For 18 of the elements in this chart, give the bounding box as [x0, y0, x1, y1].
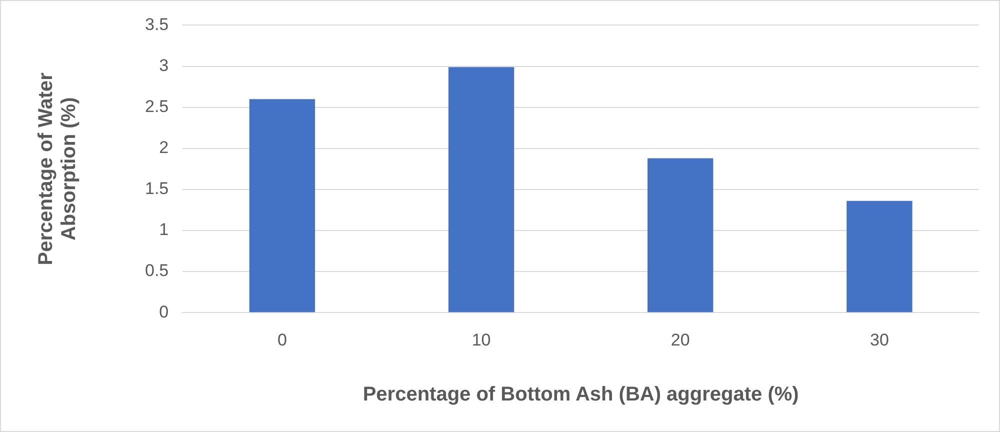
x-tick-label: 0 [277, 330, 287, 350]
y-tick-label: 2 [159, 138, 169, 158]
bar [846, 200, 912, 312]
bar [249, 99, 316, 312]
y-axis-title: Percentage of Water Absorption (%) [35, 72, 80, 266]
bar [648, 158, 714, 312]
y-tick-label: 2.5 [144, 97, 169, 116]
y-tick-label: 3 [159, 56, 169, 75]
x-axis-title: Percentage of Bottom Ash (BA) aggregate (%) [362, 384, 799, 406]
y-tick-label: 0.5 [144, 261, 169, 280]
y-tick-label: 1 [159, 220, 169, 240]
y-tick-label: 0 [159, 302, 169, 322]
x-tick-label: 30 [870, 330, 889, 350]
x-tick-label: 20 [670, 330, 690, 350]
x-tick-label: 10 [472, 330, 491, 350]
y-tick-label: 3.5 [144, 14, 169, 34]
y-tick-label: 1.5 [144, 179, 169, 198]
bar [448, 67, 514, 312]
